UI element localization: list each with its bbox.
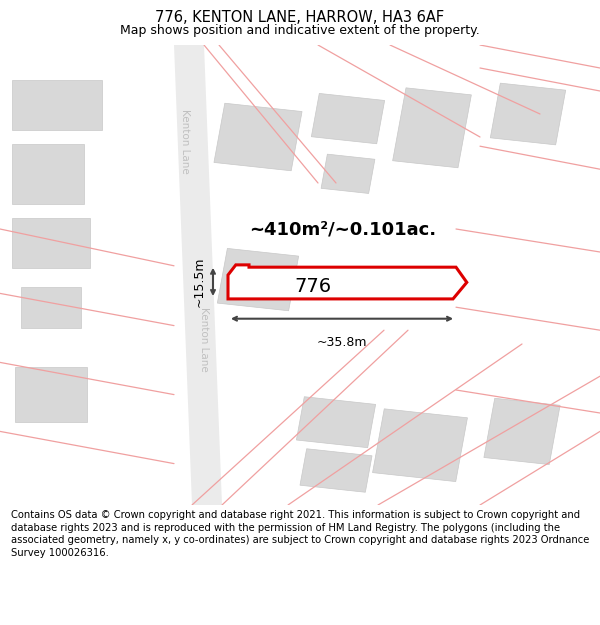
Text: Kenton Lane: Kenton Lane <box>180 109 190 174</box>
Bar <box>392 88 472 168</box>
Text: ~410m²/~0.101ac.: ~410m²/~0.101ac. <box>249 220 436 238</box>
Bar <box>490 83 566 145</box>
Bar <box>217 248 299 311</box>
Text: 776: 776 <box>294 277 331 296</box>
Polygon shape <box>228 265 467 299</box>
Bar <box>21 286 81 328</box>
Bar <box>15 367 87 423</box>
Text: 776, KENTON LANE, HARROW, HA3 6AF: 776, KENTON LANE, HARROW, HA3 6AF <box>155 10 445 25</box>
Bar <box>311 94 385 144</box>
Bar <box>12 144 84 204</box>
Text: ~35.8m: ~35.8m <box>317 336 367 349</box>
Text: Contains OS data © Crown copyright and database right 2021. This information is : Contains OS data © Crown copyright and d… <box>11 510 589 558</box>
Bar <box>214 103 302 171</box>
Bar <box>321 154 375 194</box>
Text: ~15.5m: ~15.5m <box>193 257 206 307</box>
Polygon shape <box>174 45 222 505</box>
Bar <box>12 79 102 130</box>
Bar <box>373 409 467 482</box>
Text: Kenton Lane: Kenton Lane <box>199 307 209 372</box>
Bar <box>296 397 376 448</box>
Bar <box>12 217 90 268</box>
Bar <box>300 449 372 493</box>
Text: Map shows position and indicative extent of the property.: Map shows position and indicative extent… <box>120 24 480 37</box>
Bar <box>484 398 560 464</box>
